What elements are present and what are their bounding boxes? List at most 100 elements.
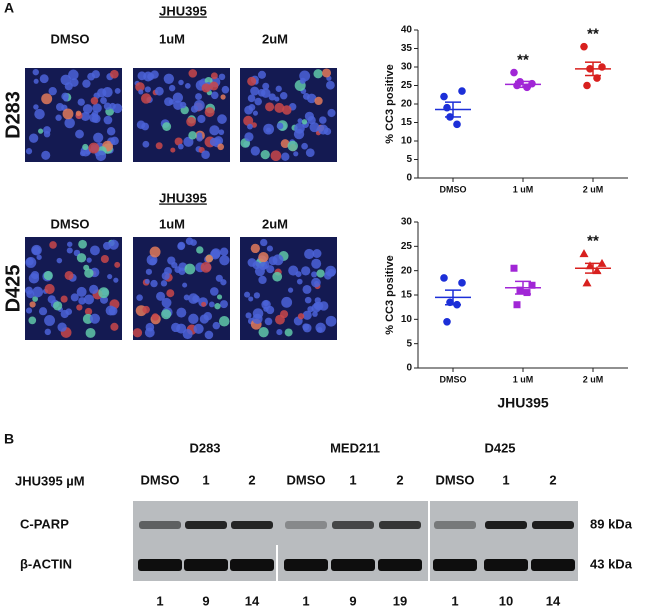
quantification: 1	[451, 593, 458, 608]
cell	[188, 293, 199, 304]
cell	[301, 142, 308, 150]
cell	[75, 110, 82, 117]
cell	[177, 242, 185, 251]
point	[510, 264, 518, 272]
y-axis-label: % CC3 positive	[384, 64, 396, 143]
cell	[44, 283, 55, 295]
cell	[219, 247, 229, 256]
cell	[261, 299, 271, 310]
cell	[247, 258, 257, 267]
cell	[201, 150, 210, 160]
cell	[311, 277, 321, 288]
cell	[108, 239, 119, 250]
cell	[110, 322, 119, 331]
cell	[149, 246, 161, 258]
band	[433, 559, 477, 571]
cell	[65, 308, 73, 315]
cell	[204, 330, 214, 340]
cell	[25, 307, 33, 314]
cell	[151, 313, 159, 321]
cell	[76, 286, 87, 297]
cell	[43, 270, 53, 281]
cell	[135, 82, 145, 92]
cell	[326, 80, 335, 90]
cell	[214, 303, 221, 310]
band-name: C-PARP	[20, 516, 69, 531]
cell	[132, 328, 143, 338]
cell	[144, 327, 155, 338]
cell	[210, 287, 219, 296]
treatment-label: JHU395	[159, 190, 207, 205]
point	[513, 301, 521, 309]
y-tick-label: 10	[401, 314, 413, 325]
cell	[103, 102, 112, 110]
cell	[77, 98, 85, 106]
cell	[91, 70, 100, 79]
cell	[220, 94, 226, 100]
quantification: 1	[156, 593, 163, 608]
cell	[212, 321, 221, 330]
panel-label: B	[4, 431, 14, 447]
cell	[90, 245, 100, 256]
cell	[114, 87, 121, 94]
cell	[184, 263, 196, 275]
cell	[28, 273, 40, 284]
cell	[302, 284, 312, 294]
cell	[245, 312, 252, 319]
cell	[327, 108, 336, 118]
cell	[205, 254, 213, 263]
cell	[250, 243, 260, 254]
cell	[41, 150, 51, 160]
cell	[170, 147, 176, 153]
point	[592, 266, 602, 275]
cell	[201, 83, 211, 93]
point	[510, 68, 518, 77]
point	[440, 274, 448, 282]
cell	[173, 100, 183, 110]
cell	[200, 261, 212, 273]
cell	[196, 246, 204, 254]
cell	[244, 132, 254, 142]
lane-label: 1	[349, 472, 356, 487]
band	[485, 521, 527, 529]
cell	[301, 119, 308, 125]
band-size: 43 kDa	[590, 556, 633, 571]
cell	[260, 149, 270, 160]
cell	[196, 135, 203, 142]
band	[379, 521, 421, 529]
cell	[219, 255, 230, 266]
cell	[78, 297, 86, 305]
condition-label: 1uM	[159, 31, 185, 46]
cell	[193, 323, 204, 334]
cell	[82, 79, 91, 88]
lane-label: 2	[549, 472, 556, 487]
cell	[188, 69, 198, 78]
cell	[95, 150, 107, 162]
cell	[34, 108, 45, 120]
cell	[82, 143, 89, 151]
cell	[57, 322, 67, 332]
cell	[167, 256, 176, 265]
cell	[215, 274, 223, 282]
cell	[312, 311, 318, 317]
cell	[254, 266, 265, 277]
band	[231, 521, 273, 529]
quantification: 19	[393, 593, 407, 608]
point	[513, 81, 521, 90]
cell-line-label: D425	[484, 440, 515, 455]
cell	[32, 286, 44, 298]
cell	[67, 241, 73, 247]
cell	[216, 294, 223, 300]
cell	[142, 305, 150, 314]
cell	[314, 96, 323, 106]
cell	[209, 137, 219, 147]
cell	[60, 295, 68, 303]
cell	[217, 114, 227, 124]
cell	[44, 315, 56, 326]
point	[523, 289, 531, 297]
cell	[32, 68, 39, 76]
cell	[209, 81, 219, 91]
cell	[147, 72, 155, 81]
lane-label: DMSO	[436, 472, 475, 487]
